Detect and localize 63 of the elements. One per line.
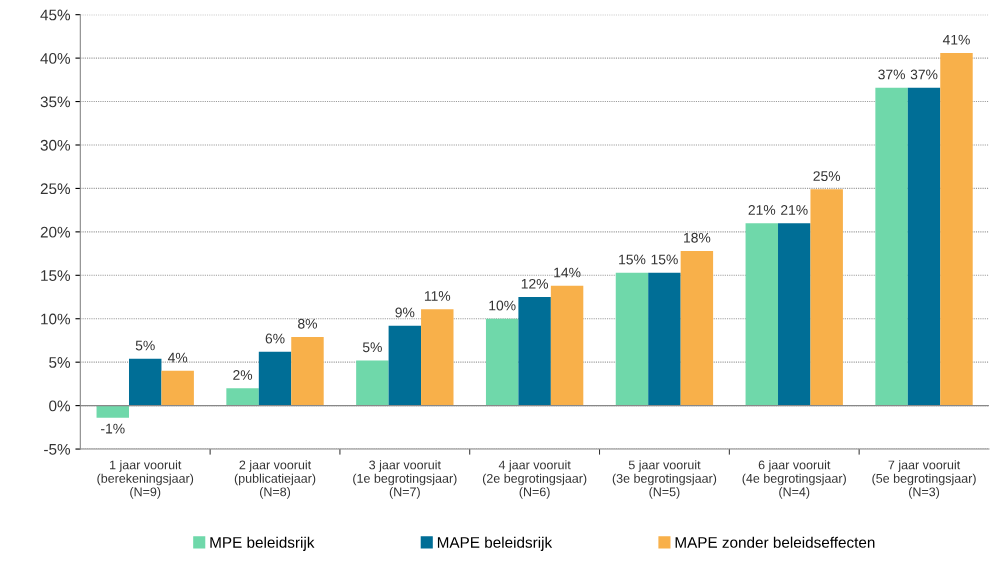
data-label: -1% [101,423,125,434]
y-tick-label: 45% [40,9,71,21]
data-label: 6% [265,333,285,344]
bar [96,405,129,418]
bar [356,360,389,406]
bar [907,87,941,406]
bar [518,297,551,406]
x-tick-label: 1 jaar vooruit (berekeningsjaar) (N=9) [97,460,194,499]
bar [940,52,973,406]
legend-label: MAPE beleidsrijk [437,536,553,551]
y-tick-label: 5% [49,357,71,368]
x-tick-label: 5 jaar vooruit (3e begrotingsjaar) (N=5) [612,460,717,499]
bar [745,223,779,406]
bar [615,272,649,406]
data-label: 14% [554,267,581,278]
y-tick-label: 30% [40,139,71,151]
data-label: 25% [813,171,841,181]
bar [648,272,681,406]
data-label: 11% [424,291,451,301]
data-label: 37% [878,69,905,80]
data-label: 4% [167,352,188,363]
y-tick-label: -5% [44,443,71,455]
x-tick-label: 2 jaar vooruit (publicatiejaar) (N=8) [234,460,316,499]
bar [875,87,908,406]
bar [161,370,194,406]
data-label: 21% [781,205,808,215]
data-label: 2% [233,370,253,380]
data-label: 18% [684,232,711,243]
bar [680,250,714,406]
legend-label: MPE beleidsrijk [210,536,315,551]
data-label: 37% [910,69,938,80]
data-label: 12% [521,278,549,289]
legend-label: MAPE zonder beleidseffecten [675,536,875,548]
bar [550,285,584,406]
data-label: 9% [395,307,415,318]
data-label: 8% [298,318,318,329]
bar [485,318,519,406]
bar [388,325,422,406]
data-label: 5% [135,340,155,351]
data-label: 15% [619,254,646,265]
bar [258,351,292,406]
bar [778,223,811,406]
bar [226,388,259,406]
bar [421,309,454,406]
y-tick-label: 25% [40,183,71,195]
x-tick-label: 4 jaar vooruit (2e begrotingsjaar) (N=6) [482,460,587,499]
y-tick-label: 40% [40,52,71,64]
x-tick-label: 3 jaar vooruit (1e begrotingsjaar) (N=7) [353,460,457,499]
y-tick-label: 15% [41,270,71,281]
y-tick-label: 10% [41,313,71,325]
x-tick-label: 7 jaar vooruit (5e begrotingsjaar) (N=3) [872,460,976,499]
bar [291,336,324,406]
data-label: 15% [651,254,678,265]
data-label: 5% [362,342,382,353]
bar [810,189,843,406]
bar [129,358,162,406]
data-label: 41% [942,34,970,45]
y-tick-label: 0% [49,400,71,412]
x-tick-label: 6 jaar vooruit (4e begrotingsjaar) (N=4) [742,460,846,499]
y-tick-label: 20% [40,226,71,238]
data-label: 10% [489,300,516,311]
data-label: 21% [748,205,776,215]
y-tick-label: 35% [40,96,71,108]
